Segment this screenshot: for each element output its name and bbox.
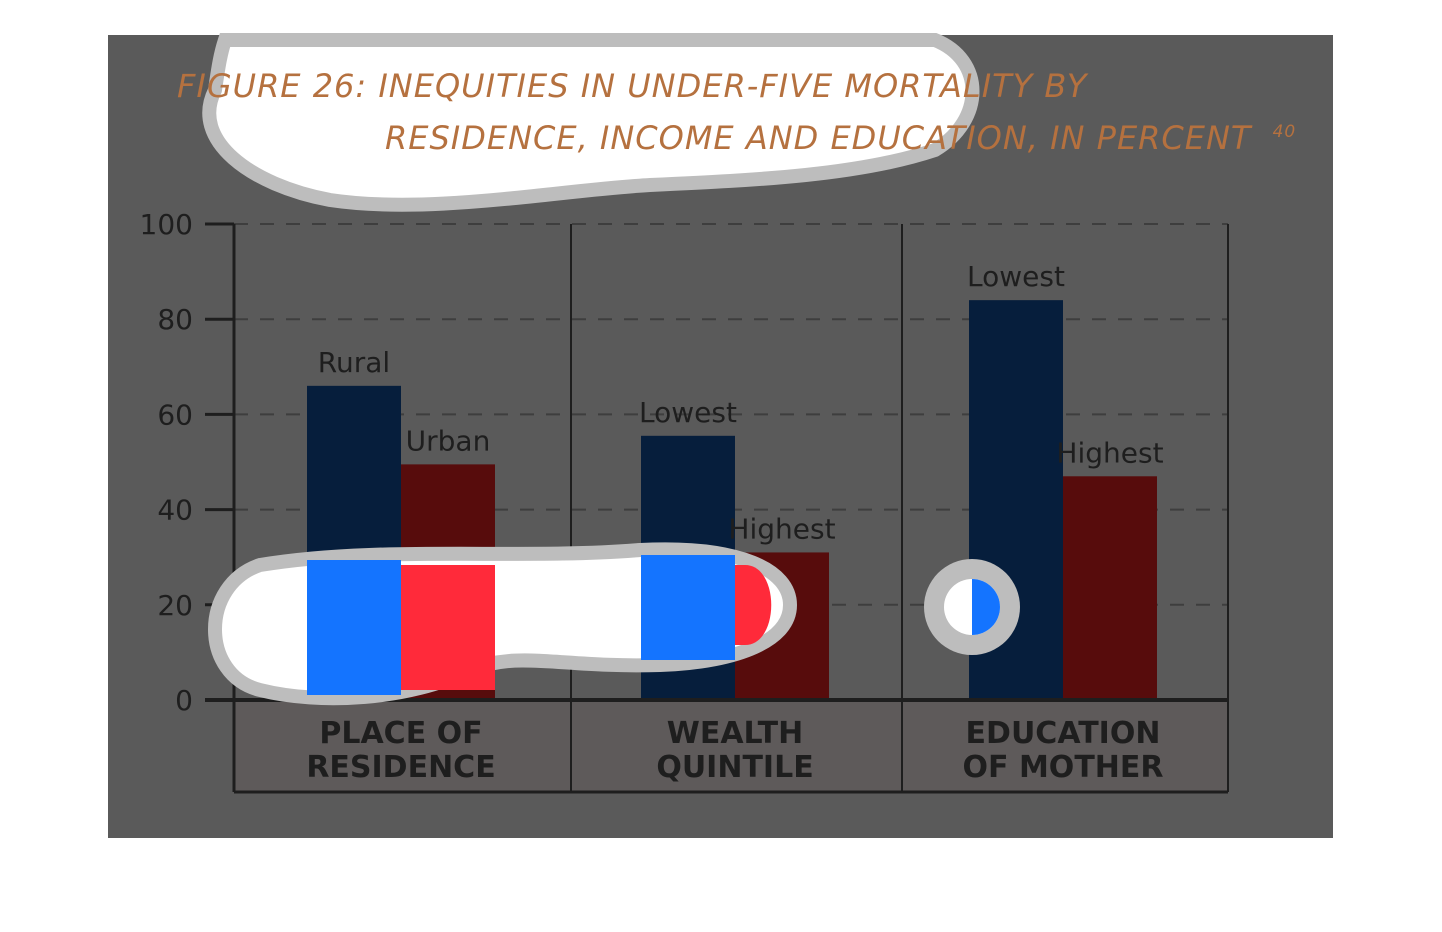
y-tick-label: 80 — [157, 303, 193, 336]
category-box — [234, 700, 1228, 792]
y-tick-label: 60 — [157, 398, 193, 431]
y-tick-label: 20 — [157, 589, 193, 622]
education-highlight-dot — [972, 579, 1000, 635]
chart-title-superscript: 40 — [1273, 122, 1297, 142]
bar — [1063, 476, 1157, 700]
bar-label: Lowest — [967, 260, 1065, 293]
category-label: QUINTILE — [656, 750, 813, 785]
chart-title-line1: FIGURE 26: INEQUITIES IN UNDER-FIVE MORT… — [177, 67, 1089, 105]
highlight-segment-wealth-highest — [735, 565, 772, 645]
category-label: OF MOTHER — [963, 750, 1164, 785]
highlight-overlays — [208, 542, 1020, 706]
highlight-segment-rural — [307, 560, 401, 695]
y-tick-label: 0 — [175, 684, 193, 717]
bar-label: Highest — [728, 512, 835, 545]
y-tick-label: 100 — [140, 208, 193, 241]
highlight-segment-wealth-lowest — [641, 555, 735, 660]
bar-label: Urban — [406, 424, 491, 457]
chart-title-line2-text: RESIDENCE, INCOME AND EDUCATION, IN PERC… — [385, 119, 1253, 157]
chart-title-line2: RESIDENCE, INCOME AND EDUCATION, IN PERC… — [385, 119, 1296, 157]
bar-label: Lowest — [639, 396, 737, 429]
bar-label: Rural — [318, 346, 390, 379]
category-label: WEALTH — [667, 716, 804, 751]
bar-label: Highest — [1056, 436, 1163, 469]
y-tick-label: 40 — [157, 494, 193, 527]
title-highlight-blob — [202, 33, 980, 212]
category-label: RESIDENCE — [306, 750, 495, 785]
category-label: PLACE OF — [319, 716, 482, 751]
category-label: EDUCATION — [966, 716, 1161, 751]
highlight-segment-urban — [401, 565, 495, 690]
bar-labels: Rural Urban Lowest Highest Lowest Highest — [318, 260, 1164, 545]
